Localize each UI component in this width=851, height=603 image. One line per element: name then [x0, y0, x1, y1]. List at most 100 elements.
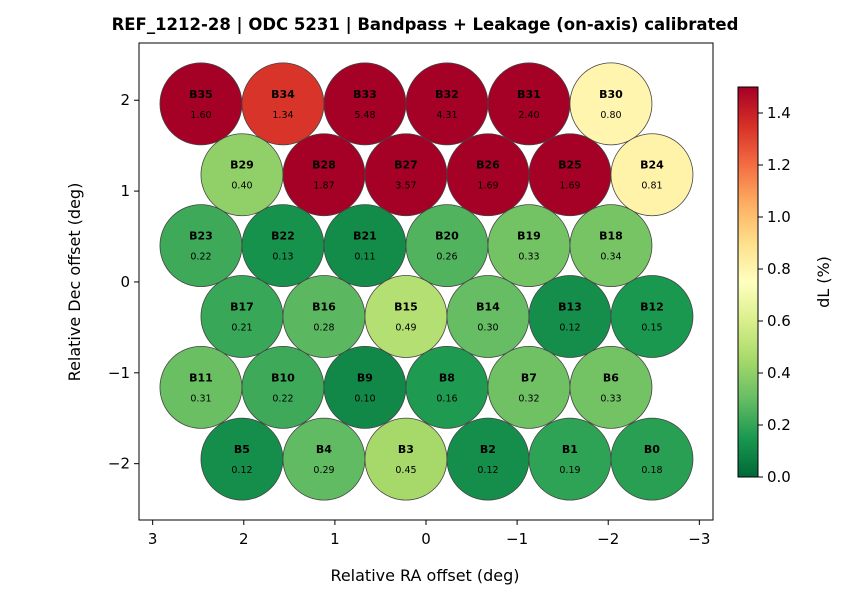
- beam-name-label: B8: [439, 371, 455, 384]
- y-axis-label: Relative Dec offset (deg): [65, 183, 84, 382]
- beam-circle: [282, 417, 366, 501]
- beam-b16: B16 0.28: [282, 275, 366, 358]
- beam-circle: [405, 345, 489, 429]
- beam-b15: B15 0.49: [364, 275, 448, 358]
- beam-circle: [159, 345, 243, 429]
- beam-b14: B14 0.30: [446, 275, 530, 358]
- beam-b19: B19 0.33: [487, 204, 571, 288]
- beam-b34: B34 1.34: [241, 62, 325, 146]
- beam-name-label: B31: [517, 88, 541, 101]
- colorbar-tick-label: 0.2: [767, 416, 791, 434]
- y-tick-label: 1: [120, 182, 130, 200]
- beam-circle: [364, 133, 448, 217]
- beam-b23: B23 0.22: [159, 204, 243, 288]
- beam-circle: [200, 417, 284, 501]
- beam-value-label: 1.69: [477, 181, 498, 192]
- beam-b26: B26 1.69: [446, 133, 530, 217]
- beam-b6: B6 0.33: [569, 345, 653, 429]
- beam-name-label: B5: [234, 443, 250, 456]
- beam-value-label: 0.15: [641, 322, 662, 333]
- beam-b24: B24 0.81: [610, 133, 694, 217]
- beam-b28: B28 1.87: [282, 133, 366, 217]
- beam-b33: B33 5.48: [323, 62, 407, 146]
- beam-value-label: 0.16: [436, 393, 457, 404]
- beam-b13: B13 0.12: [528, 275, 612, 358]
- beam-b12: B12 0.15: [610, 275, 694, 358]
- beam-value-label: 0.81: [641, 181, 662, 192]
- beam-value-label: 0.13: [272, 252, 293, 263]
- beam-value-label: 3.57: [395, 181, 416, 192]
- colorbar-ticks: 0.0 0.2 0.4 0.6 0.8 1.0 1.2 1.4: [758, 104, 791, 486]
- beam-name-label: B2: [480, 443, 496, 456]
- beam-name-label: B35: [189, 88, 213, 101]
- beam-layer: B35 1.60 B34 1.34 B33 5.48 B32 4.31 B31 2.40 B30 0.…: [159, 62, 694, 501]
- beam-name-label: B13: [558, 300, 582, 313]
- beam-name-label: B14: [476, 300, 500, 313]
- beam-b29: B29 0.40: [200, 133, 284, 217]
- beam-b9: B9 0.10: [323, 345, 407, 429]
- beam-value-label: 0.49: [395, 322, 416, 333]
- beam-circle: [323, 345, 407, 429]
- beam-circle: [200, 133, 284, 217]
- beam-b5: B5 0.12: [200, 417, 284, 501]
- beam-circle: [610, 275, 694, 358]
- x-tick-label: −3: [688, 530, 710, 548]
- beam-name-label: B33: [353, 88, 377, 101]
- beam-value-label: 0.33: [518, 252, 539, 263]
- beam-value-label: 0.12: [559, 322, 580, 333]
- beam-circle: [569, 345, 653, 429]
- axes: 3 2 1 0 −1 −2 −3 2 1 0 −1 −2: [108, 91, 711, 548]
- beam-circle: [323, 62, 407, 146]
- y-tick-label: −1: [108, 364, 130, 382]
- beam-circle: [241, 345, 325, 429]
- x-tick-label: 2: [239, 530, 249, 548]
- beam-circle: [569, 204, 653, 288]
- x-tick-label: −2: [597, 530, 619, 548]
- x-axis-label: Relative RA offset (deg): [330, 566, 519, 585]
- beam-value-label: 1.87: [313, 181, 334, 192]
- x-tick-label: −1: [506, 530, 528, 548]
- beam-name-label: B10: [271, 371, 295, 384]
- beam-name-label: B4: [316, 443, 332, 456]
- beam-b10: B10 0.22: [241, 345, 325, 429]
- beam-circle: [446, 417, 530, 501]
- beam-circle: [200, 275, 284, 358]
- beam-b32: B32 4.31: [405, 62, 489, 146]
- beam-circle: [446, 133, 530, 217]
- beam-name-label: B34: [271, 88, 295, 101]
- beam-b8: B8 0.16: [405, 345, 489, 429]
- beam-b2: B2 0.12: [446, 417, 530, 501]
- beam-value-label: 0.28: [313, 322, 334, 333]
- beam-b35: B35 1.60: [159, 62, 243, 146]
- beam-value-label: 0.29: [313, 465, 334, 476]
- beam-value-label: 0.30: [477, 322, 498, 333]
- beam-circle: [487, 345, 571, 429]
- beam-value-label: 0.22: [190, 252, 211, 263]
- beam-value-label: 0.11: [354, 252, 375, 263]
- beam-circle: [364, 417, 448, 501]
- y-tick-label: −2: [108, 455, 130, 473]
- colorbar-tick-label: 1.2: [767, 156, 791, 174]
- beam-value-label: 0.19: [559, 465, 580, 476]
- beam-circle: [282, 133, 366, 217]
- beam-circle: [446, 275, 530, 358]
- beam-circle: [282, 275, 366, 358]
- beam-name-label: B17: [230, 300, 254, 313]
- beam-name-label: B28: [312, 159, 336, 172]
- beam-name-label: B6: [603, 371, 619, 384]
- beam-name-label: B15: [394, 300, 418, 313]
- beam-name-label: B9: [357, 371, 373, 384]
- colorbar-tick-label: 1.4: [767, 104, 791, 122]
- beam-name-label: B0: [644, 443, 660, 456]
- beam-value-label: 0.21: [231, 322, 252, 333]
- beam-b1: B1 0.19: [528, 417, 612, 501]
- beam-circle: [405, 204, 489, 288]
- chart-title: REF_1212-28 | ODC 5231 | Bandpass + Leak…: [112, 15, 739, 35]
- beam-b25: B25 1.69: [528, 133, 612, 217]
- beam-b22: B22 0.13: [241, 204, 325, 288]
- colorbar: [737, 86, 759, 478]
- beam-name-label: B19: [517, 230, 541, 243]
- beam-circle: [323, 204, 407, 288]
- beam-b17: B17 0.21: [200, 275, 284, 358]
